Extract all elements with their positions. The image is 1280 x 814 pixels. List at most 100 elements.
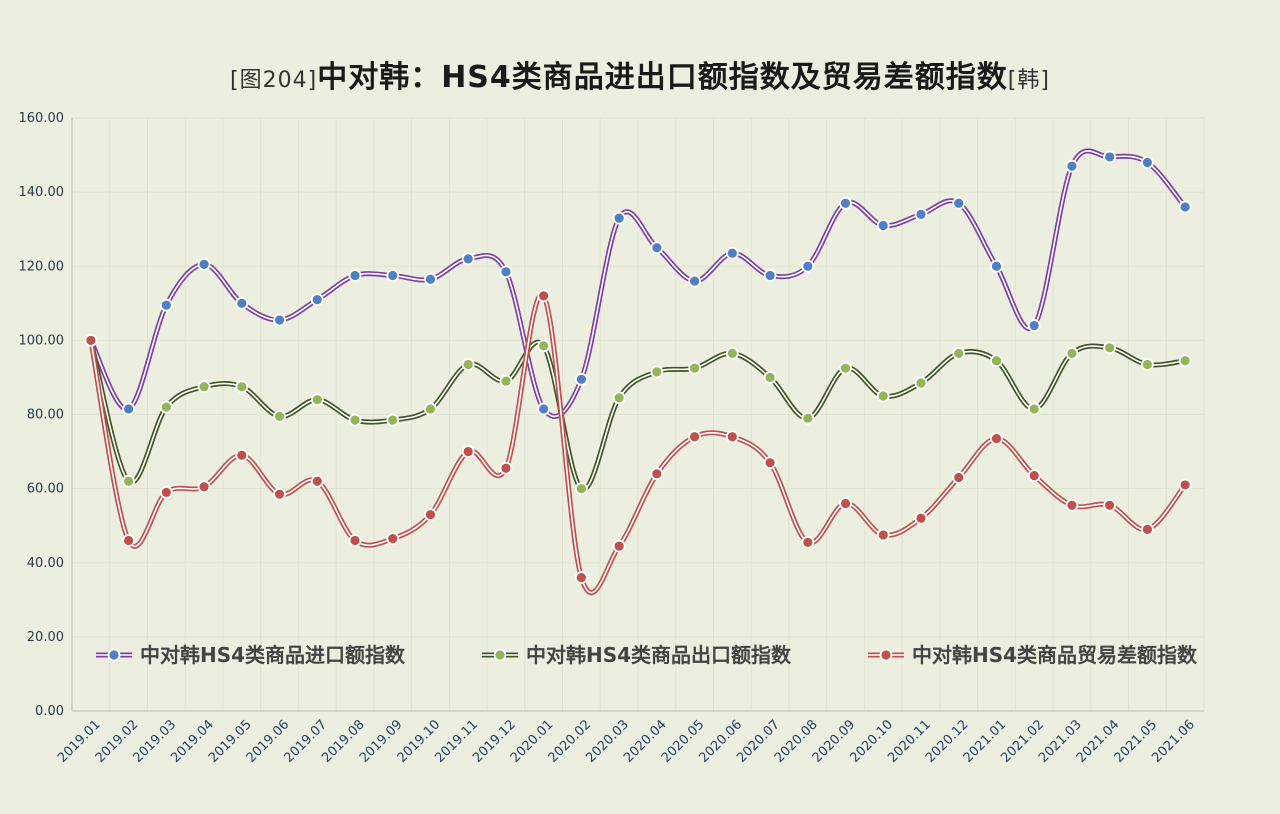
data-point-export-index: [1141, 358, 1154, 371]
data-point-import-index: [612, 211, 626, 225]
data-point-export-index: [461, 358, 475, 371]
data-point-export-index: [876, 389, 890, 403]
data-point-export-index: [424, 402, 437, 416]
data-point-export-index: [273, 409, 286, 423]
data-point-trade-balance-index: [990, 432, 1003, 445]
data-point-export-index: [801, 411, 815, 425]
data-point-trade-balance-index: [688, 430, 701, 444]
data-point-import-index: [1178, 200, 1192, 214]
data-point-export-index: [159, 400, 173, 414]
data-point-import-index: [1141, 156, 1154, 169]
data-point-trade-balance-index: [1141, 522, 1154, 536]
y-tick-label: 80.00: [27, 408, 64, 423]
data-point-import-index: [122, 402, 136, 416]
data-point-export-index: [310, 393, 324, 407]
data-point-import-index: [763, 269, 777, 282]
data-point-export-index: [725, 346, 739, 360]
data-point-export-index: [122, 474, 136, 488]
y-tick-label: 40.00: [27, 556, 64, 571]
data-point-export-index: [612, 391, 626, 405]
data-point-trade-balance-index: [1027, 469, 1041, 483]
data-point-export-index: [537, 339, 551, 353]
data-point-import-index: [461, 252, 475, 266]
data-point-import-index: [952, 196, 966, 210]
data-point-trade-balance-index: [386, 532, 400, 546]
data-point-trade-balance-index: [801, 535, 815, 549]
data-point-trade-balance-index: [424, 508, 437, 521]
data-point-import-index: [688, 274, 701, 288]
data-point-import-index: [575, 372, 588, 386]
data-point-import-index: [1065, 159, 1079, 173]
data-point-import-index: [235, 296, 249, 310]
data-point-export-index: [1178, 354, 1192, 368]
data-point-import-index: [348, 269, 362, 282]
y-tick-label: 140.00: [19, 185, 65, 200]
data-point-import-index: [424, 272, 437, 286]
legend-marker-export-index: [493, 648, 507, 662]
data-point-export-index: [839, 361, 852, 375]
y-tick-label: 60.00: [27, 482, 64, 497]
data-point-import-index: [839, 196, 852, 210]
y-tick-label: 120.00: [19, 259, 65, 274]
data-point-export-index: [990, 354, 1003, 368]
data-point-trade-balance-index: [914, 511, 928, 525]
y-tick-label: 20.00: [27, 630, 64, 645]
legend-label-import-index: 中对韩HS4类商品进口额指数: [140, 643, 406, 667]
data-point-trade-balance-index: [612, 539, 626, 553]
data-point-import-index: [273, 313, 286, 327]
title-main: 中对韩：HS4类商品进出口额指数及贸易差额指数: [317, 60, 1008, 95]
data-point-export-index: [914, 376, 928, 390]
data-point-import-index: [990, 259, 1003, 273]
data-point-trade-balance-index: [235, 448, 249, 462]
legend-marker-import-index: [107, 648, 121, 662]
data-point-import-index: [725, 246, 739, 260]
legend-label-trade-balance-index: 中对韩HS4类商品贸易差额指数: [912, 643, 1198, 667]
data-point-export-index: [235, 380, 249, 394]
data-point-trade-balance-index: [310, 474, 324, 488]
data-point-import-index: [650, 241, 664, 255]
data-point-export-index: [1103, 341, 1117, 355]
title-prefix: [图204]: [230, 68, 318, 93]
data-point-export-index: [197, 380, 211, 394]
y-tick-label: 100.00: [19, 333, 65, 348]
data-point-export-index: [499, 374, 513, 388]
data-point-import-index: [159, 298, 173, 312]
data-point-import-index: [1027, 319, 1041, 332]
data-point-import-index: [310, 293, 324, 307]
data-point-trade-balance-index: [197, 480, 211, 494]
chart-title: [图204]中对韩：HS4类商品进出口额指数及贸易差额指数[韩]: [0, 52, 1280, 96]
series-line-highlight-trade-balance-index: [90, 293, 1186, 594]
data-point-trade-balance-index: [537, 289, 551, 303]
data-point-trade-balance-index: [650, 467, 664, 481]
data-point-trade-balance-index: [122, 534, 136, 547]
y-tick-label: 0.00: [35, 704, 64, 719]
data-point-trade-balance-index: [84, 333, 98, 347]
data-point-trade-balance-index: [348, 534, 362, 547]
data-point-trade-balance-index: [499, 461, 513, 475]
data-point-trade-balance-index: [159, 485, 173, 499]
data-point-trade-balance-index: [952, 471, 966, 484]
data-point-trade-balance-index: [725, 430, 739, 444]
data-point-trade-balance-index: [273, 487, 286, 501]
data-point-import-index: [197, 257, 211, 271]
data-point-import-index: [386, 269, 400, 282]
legend-label-export-index: 中对韩HS4类商品出口额指数: [526, 643, 792, 667]
data-point-export-index: [1027, 402, 1041, 416]
y-tick-label: 160.00: [19, 111, 65, 126]
data-point-import-index: [499, 265, 513, 279]
data-point-import-index: [1103, 150, 1117, 164]
data-point-trade-balance-index: [763, 456, 777, 470]
data-point-export-index: [1065, 346, 1079, 360]
data-point-trade-balance-index: [1065, 498, 1079, 512]
data-point-trade-balance-index: [575, 571, 588, 584]
data-point-export-index: [688, 361, 701, 375]
data-point-trade-balance-index: [461, 445, 475, 458]
data-point-export-index: [348, 413, 362, 427]
data-point-export-index: [650, 365, 664, 379]
data-point-export-index: [763, 371, 777, 384]
data-point-export-index: [575, 482, 588, 496]
data-point-import-index: [876, 219, 890, 232]
data-point-import-index: [801, 259, 815, 273]
